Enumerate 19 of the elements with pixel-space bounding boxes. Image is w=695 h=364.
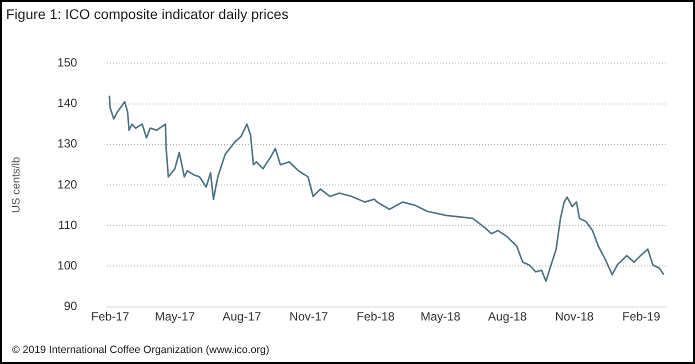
- y-tick-label: 120: [57, 177, 78, 192]
- y-axis-title: US cents/lb: [10, 156, 23, 214]
- x-tick-label: May-18: [420, 309, 461, 324]
- x-tick-label: Nov-18: [554, 309, 594, 324]
- x-tick-label: Aug-18: [488, 309, 528, 324]
- y-tick-label: 90: [64, 299, 78, 314]
- y-tick-label: 140: [57, 96, 78, 110]
- y-tick-label: 130: [57, 136, 78, 151]
- x-tick-label: Feb-17: [91, 309, 130, 324]
- y-tick-label: 110: [58, 218, 78, 232]
- text: © 2019 International Coffee Organization (www.ico.org): [12, 344, 270, 356]
- x-tick-label: Feb-18: [356, 309, 396, 324]
- y-tick-label: 150: [57, 56, 78, 70]
- x-tick-label: May-17: [154, 309, 196, 324]
- y-tick-label: 100: [57, 258, 78, 273]
- x-tick-label: Aug-17: [222, 309, 262, 324]
- x-tick-label: Nov-17: [289, 309, 328, 324]
- chart-title: Figure 1: ICO composite indicator daily prices: [6, 6, 288, 22]
- x-tick-label: Feb-19: [622, 309, 661, 324]
